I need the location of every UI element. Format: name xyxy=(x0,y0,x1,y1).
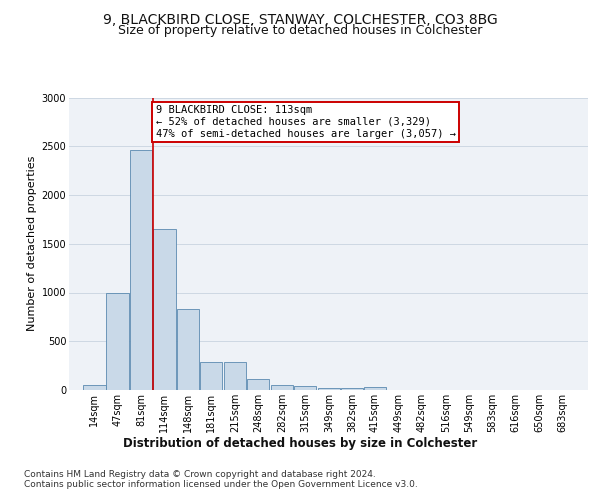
Bar xyxy=(317,388,340,390)
Bar xyxy=(153,229,176,390)
Y-axis label: Number of detached properties: Number of detached properties xyxy=(28,156,37,332)
Text: Contains HM Land Registry data © Crown copyright and database right 2024.
Contai: Contains HM Land Registry data © Crown c… xyxy=(24,470,418,490)
Text: 9, BLACKBIRD CLOSE, STANWAY, COLCHESTER, CO3 8BG: 9, BLACKBIRD CLOSE, STANWAY, COLCHESTER,… xyxy=(103,12,497,26)
Text: 9 BLACKBIRD CLOSE: 113sqm
← 52% of detached houses are smaller (3,329)
47% of se: 9 BLACKBIRD CLOSE: 113sqm ← 52% of detac… xyxy=(155,106,455,138)
Bar xyxy=(83,384,106,390)
Text: Size of property relative to detached houses in Colchester: Size of property relative to detached ho… xyxy=(118,24,482,37)
Text: Distribution of detached houses by size in Colchester: Distribution of detached houses by size … xyxy=(123,438,477,450)
Bar xyxy=(106,292,128,390)
Bar xyxy=(247,379,269,390)
Bar xyxy=(224,362,246,390)
Bar xyxy=(271,385,293,390)
Bar xyxy=(341,388,363,390)
Bar xyxy=(200,362,223,390)
Bar xyxy=(294,386,316,390)
Bar xyxy=(130,150,152,390)
Bar xyxy=(177,309,199,390)
Bar xyxy=(364,386,386,390)
